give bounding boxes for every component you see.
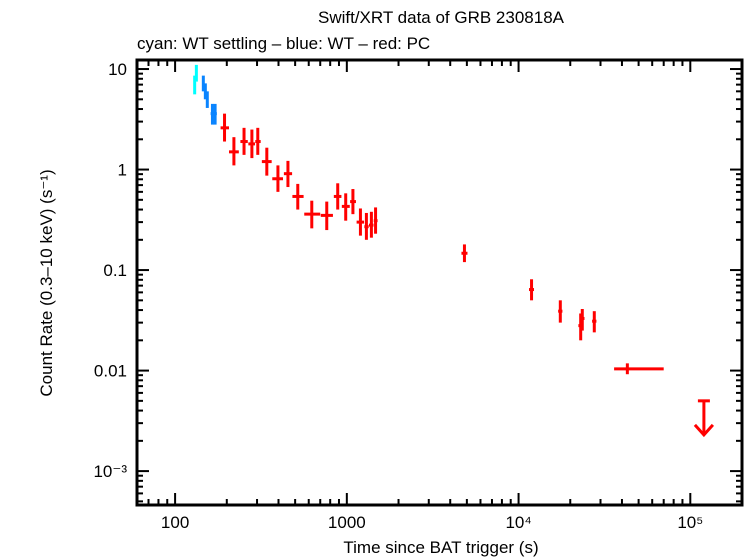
data-point: [350, 189, 356, 215]
data-point: [205, 91, 209, 108]
series-pc: [220, 113, 715, 438]
data-point: [248, 129, 256, 159]
y-tick-label: 10⁻³: [93, 462, 127, 481]
data-point: [558, 300, 563, 323]
data-point: [580, 308, 585, 331]
data-point: [304, 200, 321, 229]
data-point: [333, 183, 342, 210]
series-wt: [201, 75, 217, 125]
data-point: [213, 103, 217, 125]
y-tick-label: 1: [118, 161, 127, 180]
x-tick-label: 10⁴: [505, 513, 531, 532]
axis-ticks: 100 1000 10⁴ 10⁵ 10 1 0.1 0.01 10⁻³: [93, 60, 743, 532]
x-tick-label: 10⁵: [677, 513, 703, 532]
data-point: [320, 201, 333, 231]
data-point: [193, 75, 197, 95]
x-tick-label: 100: [161, 513, 189, 532]
data-point: [341, 193, 350, 221]
chart-subtitle: cyan: WT settling – blue: WT – red: PC: [137, 34, 430, 53]
plot-frame: [135, 58, 744, 507]
arrow-down-icon: [693, 423, 715, 438]
y-axis-label: Count Rate (0.3–10 keV) (s⁻¹): [37, 169, 56, 396]
data-point: [272, 165, 284, 192]
data-point: [592, 311, 597, 333]
data-point: [240, 127, 248, 155]
x-axis-label: Time since BAT trigger (s): [343, 538, 538, 557]
data-point: [373, 207, 378, 234]
data-point: [356, 208, 365, 236]
y-tick-label: 0.01: [94, 362, 127, 381]
data-point: [283, 160, 293, 188]
plot-border: [135, 58, 744, 507]
y-tick-label: 10: [108, 60, 127, 79]
chart-title: Swift/XRT data of GRB 230818A: [318, 8, 565, 27]
data-point: [364, 212, 369, 240]
data-point: [292, 183, 304, 210]
data-point: [229, 137, 239, 166]
data-point: [261, 147, 272, 176]
data-point: [368, 211, 374, 238]
data-point: [614, 363, 664, 375]
series-wt-settling: [193, 64, 198, 95]
upper-limit: [693, 399, 715, 438]
data-point: [220, 113, 230, 142]
data-point: [461, 244, 468, 263]
y-tick-label: 0.1: [103, 261, 127, 280]
x-tick-label: 1000: [328, 513, 366, 532]
data-points: [193, 64, 715, 438]
data-point: [194, 64, 198, 82]
data-point: [255, 127, 261, 155]
data-point: [528, 279, 535, 301]
